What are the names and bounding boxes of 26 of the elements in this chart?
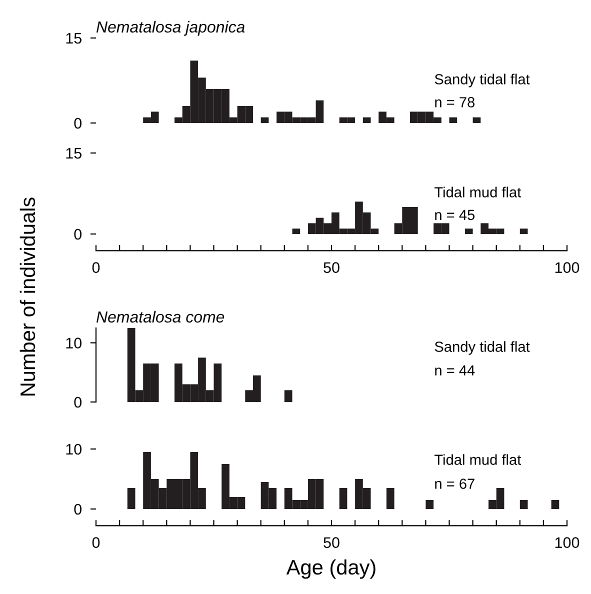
y-tick-label: 0: [74, 396, 82, 408]
y-axis-title: Number of individuals: [20, 198, 36, 396]
annotation: n = 45: [435, 210, 475, 220]
annotation: Sandy tidal flat: [434, 74, 530, 88]
x-tick-label: 50: [324, 537, 340, 548]
annotation: n = 44: [435, 365, 475, 376]
annotation: Sandy tidal flat: [434, 341, 530, 355]
y-tick-label: 0: [74, 504, 82, 515]
annotation: n = 78: [435, 97, 474, 108]
x-tick-label: 50: [324, 262, 340, 273]
chart-title: Nematalosa japonica: [96, 20, 245, 36]
x-tick-label: 100: [555, 262, 580, 273]
y-tick-label: 10: [66, 338, 82, 348]
x-tick-label: 0: [92, 537, 100, 548]
y-tick-label: 10: [66, 444, 82, 455]
y-tick-label: 0: [74, 228, 82, 240]
annotation: Tidal mud flat: [434, 454, 522, 465]
y-tick-label: 15: [66, 148, 82, 159]
y-tick-label: 0: [74, 118, 82, 129]
annotation: Tidal mud flat: [434, 186, 522, 198]
y-tick-label: 15: [66, 33, 82, 44]
x-axis-title: Age (day): [286, 559, 376, 579]
x-tick-label: 100: [555, 537, 580, 548]
chart-title: Nematalosa come: [96, 310, 224, 323]
annotation: n = 67: [435, 478, 474, 489]
x-tick-label: 0: [92, 262, 100, 273]
